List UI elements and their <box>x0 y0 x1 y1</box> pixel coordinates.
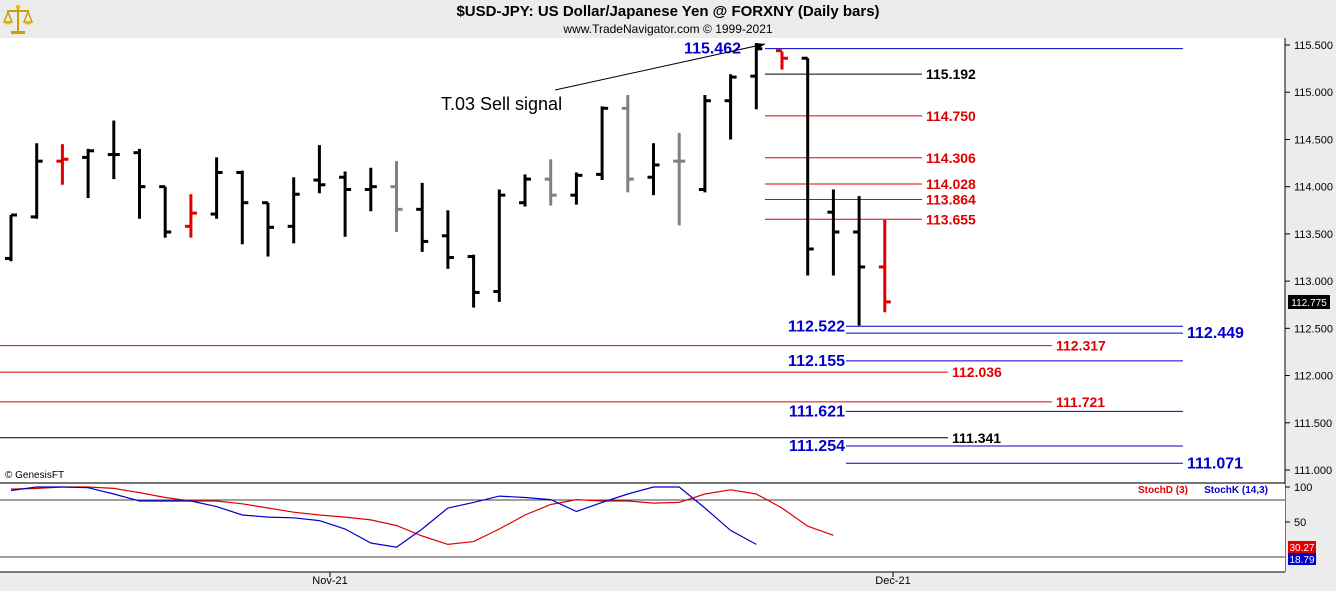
y-tick-label: 111.000 <box>1294 465 1332 477</box>
legend-stoch-d: StochD (3) <box>1138 485 1188 496</box>
ohlc-bar <box>596 106 609 181</box>
scales-logo-icon <box>2 2 34 36</box>
level-label-112-449: 112.449 <box>1187 325 1244 342</box>
ohlc-bar <box>493 189 506 302</box>
y-tick-label: 113.000 <box>1294 276 1333 288</box>
y-tick-label: 112.500 <box>1294 323 1333 335</box>
ohlc-bar <box>570 172 583 205</box>
stoch-d-line <box>10 486 834 546</box>
stochastic-panel <box>0 484 1285 572</box>
level-label-114-750: 114.750 <box>926 108 976 124</box>
y-tick-label: 114.500 <box>1294 134 1333 146</box>
y-tick-label: 113.500 <box>1294 229 1333 241</box>
last-price-box <box>1288 295 1330 309</box>
stoch-tick-label: 100 <box>1294 482 1312 494</box>
ohlc-bar <box>853 196 866 326</box>
chart-subtitle: www.TradeNavigator.com © 1999-2021 <box>563 22 773 36</box>
ohlc-bar <box>750 43 763 110</box>
ohlc-bar <box>339 171 352 237</box>
ohlc-bar <box>519 174 531 207</box>
level-label-112-155: 112.155 <box>788 353 845 370</box>
last-price-label: 112.775 <box>1291 298 1327 309</box>
ohlc-bar <box>313 145 326 194</box>
stoch-d-value-box <box>1288 541 1316 553</box>
level-label-111-341: 111.341 <box>952 430 1001 446</box>
sell-signal-annotation: T.03 Sell signal <box>441 94 562 114</box>
ohlc-bar <box>673 132 686 226</box>
ohlc-bar <box>210 157 223 219</box>
level-label-111-721: 111.721 <box>1056 394 1105 410</box>
level-label-111-071: 111.071 <box>1187 455 1243 472</box>
ohlc-bar <box>544 159 557 206</box>
x-tick-label: Nov-21 <box>312 575 347 587</box>
level-label-115-462: 115.462 <box>684 41 741 58</box>
y-tick-label: 112.000 <box>1294 371 1333 383</box>
level-label-114-028: 114.028 <box>926 176 976 192</box>
legend-stoch-k: StochK (14,3) <box>1204 485 1268 496</box>
ohlc-bar <box>236 170 249 245</box>
ohlc-bar <box>724 74 737 140</box>
x-tick-label: Dec-21 <box>875 575 910 587</box>
chart-title: $USD-JPY: US Dollar/Japanese Yen @ FORXN… <box>456 3 880 20</box>
ohlc-bar <box>287 177 300 244</box>
ohlc-bar <box>776 49 788 70</box>
ohlc-bar <box>467 254 480 308</box>
ohlc-bar <box>390 161 403 232</box>
y-tick-label: 115.500 <box>1294 40 1333 52</box>
stoch-k-line <box>10 486 757 548</box>
arrow-head-icon <box>756 43 765 49</box>
ohlc-bar <box>30 143 43 219</box>
ohlc-bar <box>133 148 146 219</box>
ohlc-bar <box>698 95 711 193</box>
level-label-112-036: 112.036 <box>952 364 1002 380</box>
level-label-115-192: 115.192 <box>926 66 976 82</box>
price-panel <box>0 38 1285 482</box>
ohlc-bar <box>107 120 120 180</box>
ohlc-bar <box>827 189 840 276</box>
level-label-111-254: 111.254 <box>789 438 845 455</box>
ohlc-bar <box>416 182 429 252</box>
level-label-112-317: 112.317 <box>1056 338 1106 354</box>
stoch-d-value: 30.27 <box>1289 543 1314 554</box>
stoch-k-value-box <box>1288 553 1316 565</box>
ohlc-bar <box>159 185 172 238</box>
ohlc-bar <box>5 213 17 262</box>
stoch-tick-label: 50 <box>1294 517 1306 529</box>
level-label-113-655: 113.655 <box>926 211 976 227</box>
ohlc-bar <box>621 95 634 193</box>
level-label-113-864: 113.864 <box>926 192 976 208</box>
ohlc-bar <box>184 194 197 238</box>
y-tick-label: 115.000 <box>1294 87 1333 99</box>
sell-signal-arrow <box>554 43 766 91</box>
ohlc-bar <box>364 167 377 212</box>
chart-header: $USD-JPY: US Dollar/Japanese Yen @ FORXN… <box>0 0 1336 38</box>
level-label-114-306: 114.306 <box>926 150 976 166</box>
ohlc-bar <box>801 56 814 276</box>
ohlc-bar <box>56 144 69 185</box>
ohlc-bar <box>262 201 274 257</box>
copyright-label: © GenesisFT <box>5 470 64 481</box>
ohlc-bar <box>82 148 95 198</box>
level-label-112-522: 112.522 <box>788 318 845 335</box>
ohlc-bar <box>647 143 660 196</box>
level-label-111-621: 111.621 <box>789 403 845 420</box>
y-tick-label: 114.000 <box>1294 182 1333 194</box>
stoch-k-value: 18.79 <box>1289 555 1314 566</box>
y-tick-label: 111.500 <box>1294 418 1332 430</box>
ohlc-bar <box>878 219 891 313</box>
ohlc-bar <box>441 210 454 269</box>
